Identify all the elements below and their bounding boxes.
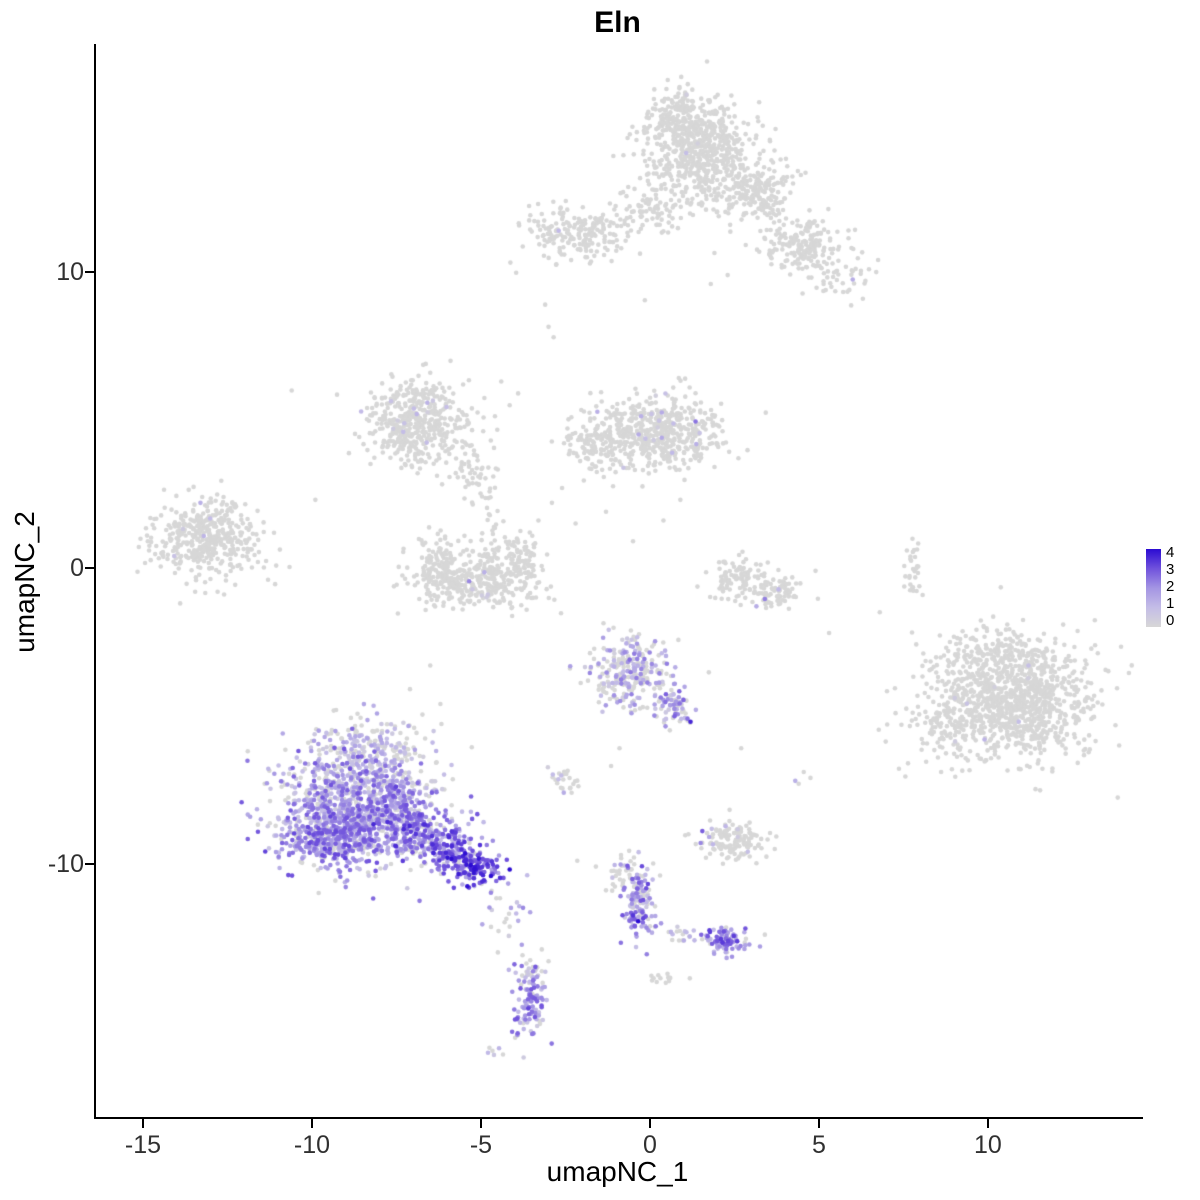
y-tick-mark xyxy=(85,862,94,865)
legend-tick-label: 0 xyxy=(1166,612,1175,629)
x-tick-label: 0 xyxy=(642,1131,657,1159)
x-tick-mark xyxy=(817,1119,820,1128)
x-axis-title: umapNC_1 xyxy=(546,1156,689,1187)
y-tick-label: 0 xyxy=(70,553,84,582)
x-tick-label: 5 xyxy=(811,1131,826,1159)
legend-gradient-bar xyxy=(1146,549,1161,627)
x-tick-mark xyxy=(479,1119,482,1128)
y-axis-title: umapNC_2 xyxy=(9,511,40,653)
y-axis-line xyxy=(94,44,96,1119)
x-tick-label: -10 xyxy=(293,1131,331,1159)
legend-tick-label: 4 xyxy=(1166,544,1175,561)
x-tick-mark xyxy=(141,1119,144,1128)
y-tick-mark xyxy=(85,271,94,274)
y-tick-label: 10 xyxy=(56,258,84,287)
legend-tick-label: 2 xyxy=(1166,578,1175,595)
x-axis-line xyxy=(94,1117,1143,1119)
y-tick-mark xyxy=(85,566,94,569)
x-tick-mark xyxy=(648,1119,651,1128)
x-tick-mark xyxy=(310,1119,313,1128)
x-tick-label: -15 xyxy=(124,1131,162,1159)
legend-tick-label: 3 xyxy=(1166,561,1175,578)
x-tick-mark xyxy=(986,1119,989,1128)
x-tick-label: -5 xyxy=(469,1131,493,1159)
y-tick-label: -10 xyxy=(47,849,84,878)
x-tick-label: 10 xyxy=(974,1131,1002,1159)
legend-tick-label: 1 xyxy=(1166,595,1175,612)
